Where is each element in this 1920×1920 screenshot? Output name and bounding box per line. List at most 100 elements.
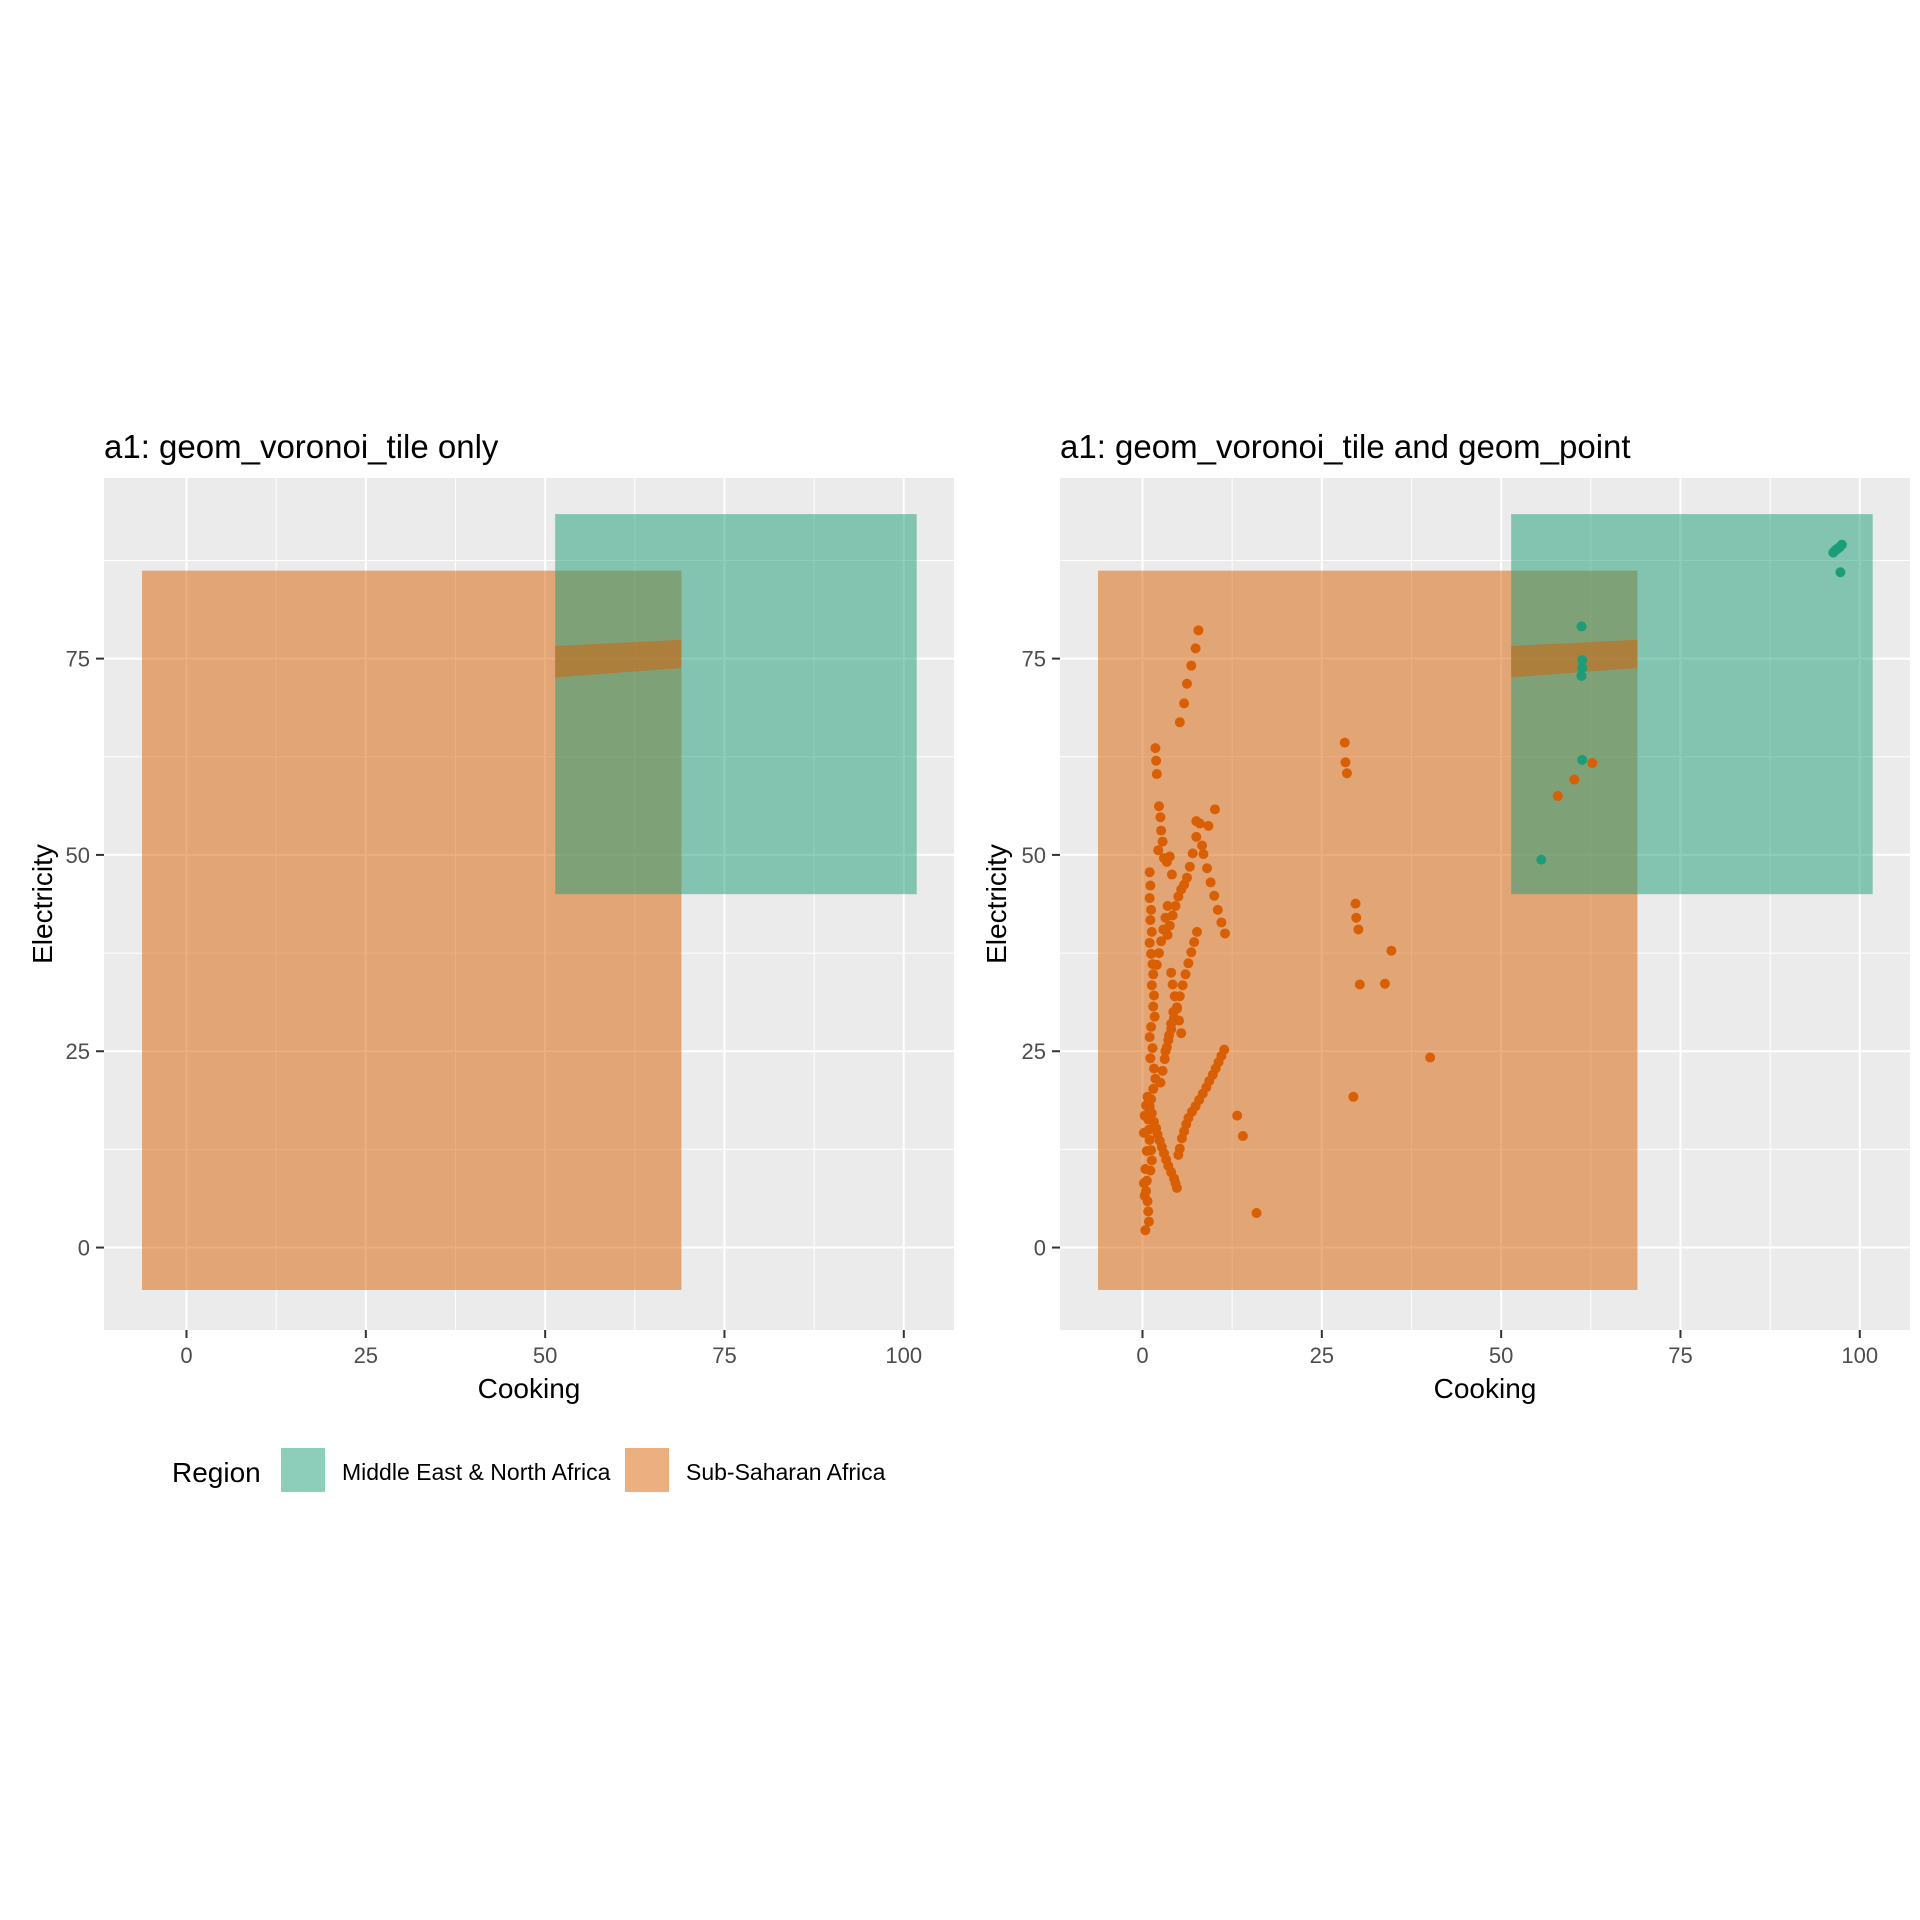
y-tick-label: 75 <box>1022 647 1046 672</box>
point-sub-saharan-africa <box>1183 958 1194 969</box>
point-middle-east-and-north-africa <box>1576 670 1587 681</box>
point-sub-saharan-africa <box>1198 849 1209 860</box>
point-sub-saharan-africa <box>1171 1182 1182 1193</box>
y-axis-title: Electricity <box>27 844 58 964</box>
tile-notch-band <box>1511 639 1638 678</box>
point-sub-saharan-africa <box>1168 1006 1179 1017</box>
point-sub-saharan-africa <box>1166 967 1177 978</box>
y-axis-title: Electricity <box>981 844 1012 964</box>
point-sub-saharan-africa <box>1237 1131 1248 1142</box>
point-sub-saharan-africa <box>1164 851 1175 862</box>
voronoi-only-chart: a1: geom_voronoi_tile only 0 25 50 75 100 0 25… <box>27 428 954 1404</box>
point-sub-saharan-africa <box>1179 698 1190 709</box>
axes: 0 25 50 75 100 0 25 50 75 <box>1022 647 1879 1368</box>
point-sub-saharan-africa <box>1162 900 1173 911</box>
point-sub-saharan-africa <box>1146 948 1157 959</box>
point-sub-saharan-africa <box>1569 774 1580 785</box>
point-sub-saharan-africa <box>1186 947 1197 958</box>
point-sub-saharan-africa <box>1139 1190 1150 1201</box>
point-sub-saharan-africa <box>1339 737 1350 748</box>
point-sub-saharan-africa <box>1351 912 1362 923</box>
x-tick-label: 0 <box>180 1343 192 1368</box>
point-sub-saharan-africa <box>1138 1127 1149 1138</box>
panel-title: a1: geom_voronoi_tile only <box>104 428 499 465</box>
point-sub-saharan-africa <box>1147 1043 1158 1054</box>
x-tick-label: 75 <box>712 1343 736 1368</box>
point-sub-saharan-africa <box>1156 936 1167 947</box>
point-sub-saharan-africa <box>1164 1030 1175 1041</box>
point-sub-saharan-africa <box>1148 1063 1159 1074</box>
point-sub-saharan-africa <box>1191 831 1202 842</box>
point-middle-east-and-north-africa <box>1536 854 1547 865</box>
point-sub-saharan-africa <box>1180 969 1191 980</box>
point-sub-saharan-africa <box>1191 816 1202 827</box>
data-points <box>1138 539 1847 1236</box>
point-sub-saharan-africa <box>1145 1053 1156 1064</box>
point-sub-saharan-africa <box>1350 898 1361 909</box>
point-sub-saharan-africa <box>1174 717 1185 728</box>
point-sub-saharan-africa <box>1205 877 1216 888</box>
y-tick-label: 0 <box>78 1236 90 1261</box>
point-sub-saharan-africa <box>1219 1044 1230 1055</box>
point-sub-saharan-africa <box>1181 678 1192 689</box>
point-sub-saharan-africa <box>1144 1032 1155 1043</box>
point-sub-saharan-africa <box>1144 937 1155 948</box>
x-axis-title: Cooking <box>478 1373 581 1404</box>
x-tick-label: 75 <box>1668 1343 1692 1368</box>
x-tick-label: 100 <box>885 1343 922 1368</box>
point-sub-saharan-africa <box>1144 1134 1155 1145</box>
legend: Region Middle East & North Africa Sub-Sa… <box>172 1448 886 1492</box>
point-sub-saharan-africa <box>1189 937 1200 948</box>
point-sub-saharan-africa <box>1170 900 1181 911</box>
point-sub-saharan-africa <box>1379 978 1390 989</box>
point-sub-saharan-africa <box>1348 1091 1359 1102</box>
point-middle-east-and-north-africa <box>1577 655 1588 666</box>
voronoi-tiles <box>1098 514 1873 1290</box>
point-sub-saharan-africa <box>1146 926 1157 937</box>
point-sub-saharan-africa <box>1184 861 1195 872</box>
point-sub-saharan-africa <box>1145 915 1156 926</box>
y-tick-label: 25 <box>66 1039 90 1064</box>
point-sub-saharan-africa <box>1151 755 1162 766</box>
point-sub-saharan-africa <box>1159 1054 1170 1065</box>
point-sub-saharan-africa <box>1176 1028 1187 1039</box>
point-sub-saharan-africa <box>1197 840 1208 851</box>
point-sub-saharan-africa <box>1155 1077 1166 1088</box>
point-middle-east-and-north-africa <box>1577 663 1588 674</box>
point-middle-east-and-north-africa <box>1576 621 1587 632</box>
point-sub-saharan-africa <box>1209 804 1220 815</box>
point-sub-saharan-africa <box>1144 867 1155 878</box>
point-sub-saharan-africa <box>1181 872 1192 883</box>
point-sub-saharan-africa <box>1160 912 1171 923</box>
point-sub-saharan-africa <box>1386 945 1397 956</box>
point-sub-saharan-africa <box>1193 625 1204 636</box>
point-sub-saharan-africa <box>1166 1018 1177 1029</box>
point-sub-saharan-africa <box>1140 1225 1151 1236</box>
point-sub-saharan-africa <box>1144 893 1155 904</box>
point-sub-saharan-africa <box>1202 863 1213 874</box>
point-sub-saharan-africa <box>1151 769 1162 780</box>
point-sub-saharan-africa <box>1425 1052 1436 1063</box>
point-sub-saharan-africa <box>1203 820 1214 831</box>
point-sub-saharan-africa <box>1146 1155 1157 1166</box>
legend-title: Region <box>172 1457 261 1488</box>
point-sub-saharan-africa <box>1587 758 1598 769</box>
tile-middle-east-and-north-africa <box>555 514 917 895</box>
point-sub-saharan-africa <box>1151 959 1162 970</box>
point-sub-saharan-africa <box>1212 904 1223 915</box>
point-sub-saharan-africa <box>1232 1110 1243 1121</box>
point-sub-saharan-africa <box>1251 1207 1262 1218</box>
point-sub-saharan-africa <box>1353 924 1364 935</box>
point-sub-saharan-africa <box>1177 980 1188 991</box>
point-middle-east-and-north-africa <box>1836 539 1847 550</box>
y-tick-label: 0 <box>1034 1236 1046 1261</box>
point-sub-saharan-africa <box>1216 917 1227 928</box>
point-sub-saharan-africa <box>1155 812 1166 823</box>
x-tick-label: 25 <box>354 1343 378 1368</box>
point-sub-saharan-africa <box>1146 1108 1157 1119</box>
x-tick-label: 50 <box>533 1343 557 1368</box>
point-sub-saharan-africa <box>1157 836 1168 847</box>
point-sub-saharan-africa <box>1552 791 1563 802</box>
point-sub-saharan-africa <box>1145 880 1156 891</box>
point-sub-saharan-africa <box>1143 1206 1154 1217</box>
